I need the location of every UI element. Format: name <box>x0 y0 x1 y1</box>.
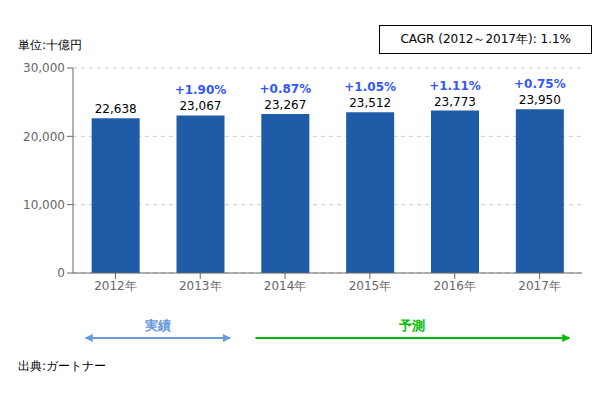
html-text:単位:十億円: 単位:十億円 <box>18 38 82 52</box>
svg-text:2015年: 2015年 <box>349 279 392 293</box>
svg-text:+1.90%: +1.90% <box>175 83 227 97</box>
svg-text:+1.05%: +1.05% <box>344 80 396 94</box>
svg-text:22,638: 22,638 <box>95 102 137 116</box>
svg-text:2012年: 2012年 <box>94 279 137 293</box>
svg-text:23,267: 23,267 <box>264 98 306 112</box>
svg-text:+0.75%: +0.75% <box>514 77 566 91</box>
html-text:出典:ガートナー: 出典:ガートナー <box>18 359 106 373</box>
svg-text:2013年: 2013年 <box>179 279 222 293</box>
svg-text:2014年: 2014年 <box>264 279 307 293</box>
svg-text:+1.11%: +1.11% <box>429 79 481 93</box>
html-text:CAGR (2012～2017年): 1.1%: CAGR (2012～2017年): 1.1% <box>400 32 571 46</box>
svg-text:2016年: 2016年 <box>433 279 476 293</box>
svg-text:20,000: 20,000 <box>23 130 65 144</box>
svg-text:予測: 予測 <box>398 318 425 333</box>
svg-text:実績: 実績 <box>144 318 171 333</box>
svg-text:10,000: 10,000 <box>23 198 65 212</box>
svg-text:23,512: 23,512 <box>349 96 391 110</box>
svg-text:23,067: 23,067 <box>179 99 221 113</box>
svg-text:0: 0 <box>57 266 65 280</box>
svg-text:+0.87%: +0.87% <box>259 82 311 96</box>
svg-text:23,773: 23,773 <box>434 95 476 109</box>
svg-text:2017年: 2017年 <box>518 279 561 293</box>
svg-text:30,000: 30,000 <box>23 61 65 75</box>
svg-text:23,950: 23,950 <box>519 93 561 107</box>
